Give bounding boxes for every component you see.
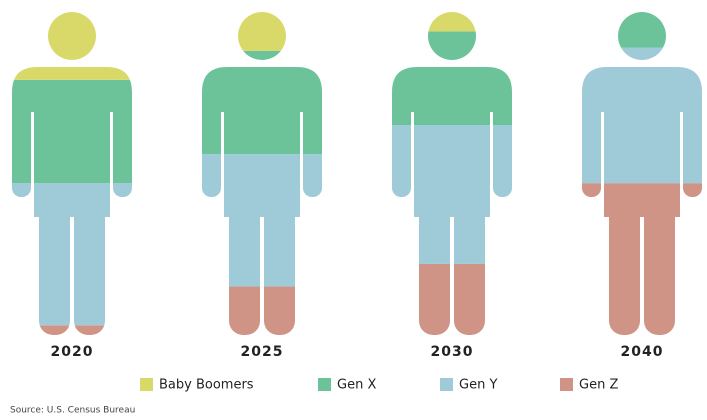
segment xyxy=(582,183,702,335)
legend-label: Gen X xyxy=(337,378,376,393)
segment xyxy=(12,12,132,80)
segment xyxy=(202,286,322,335)
legend-swatch xyxy=(140,378,153,391)
segment xyxy=(12,325,132,335)
figure xyxy=(392,12,512,335)
segment xyxy=(12,79,132,184)
segment xyxy=(202,50,322,155)
segment xyxy=(582,47,702,184)
legend-swatch xyxy=(560,378,573,391)
year-label: 2040 xyxy=(621,344,664,360)
legend-swatch xyxy=(318,378,331,391)
segment xyxy=(392,31,512,126)
segment xyxy=(392,12,512,32)
legend-swatch xyxy=(440,378,453,391)
figure-body xyxy=(202,12,322,335)
segment xyxy=(202,12,322,51)
legend-label: Gen Z xyxy=(579,378,618,393)
segment xyxy=(202,154,322,287)
year-label: 2030 xyxy=(431,344,474,360)
segment xyxy=(582,12,702,48)
figure-body xyxy=(392,12,512,335)
year-label: 2025 xyxy=(241,344,284,360)
figure xyxy=(12,12,132,335)
figure xyxy=(202,12,322,335)
legend-label: Gen Y xyxy=(459,378,497,393)
segment xyxy=(392,263,512,335)
year-label: 2020 xyxy=(51,344,94,360)
segment xyxy=(12,183,132,326)
legend-label: Baby Boomers xyxy=(159,378,254,393)
figure-body xyxy=(12,12,132,335)
figure xyxy=(582,12,702,335)
segment xyxy=(392,125,512,264)
source: Source: U.S. Census Bureau xyxy=(10,406,135,416)
figure-body xyxy=(582,12,702,335)
